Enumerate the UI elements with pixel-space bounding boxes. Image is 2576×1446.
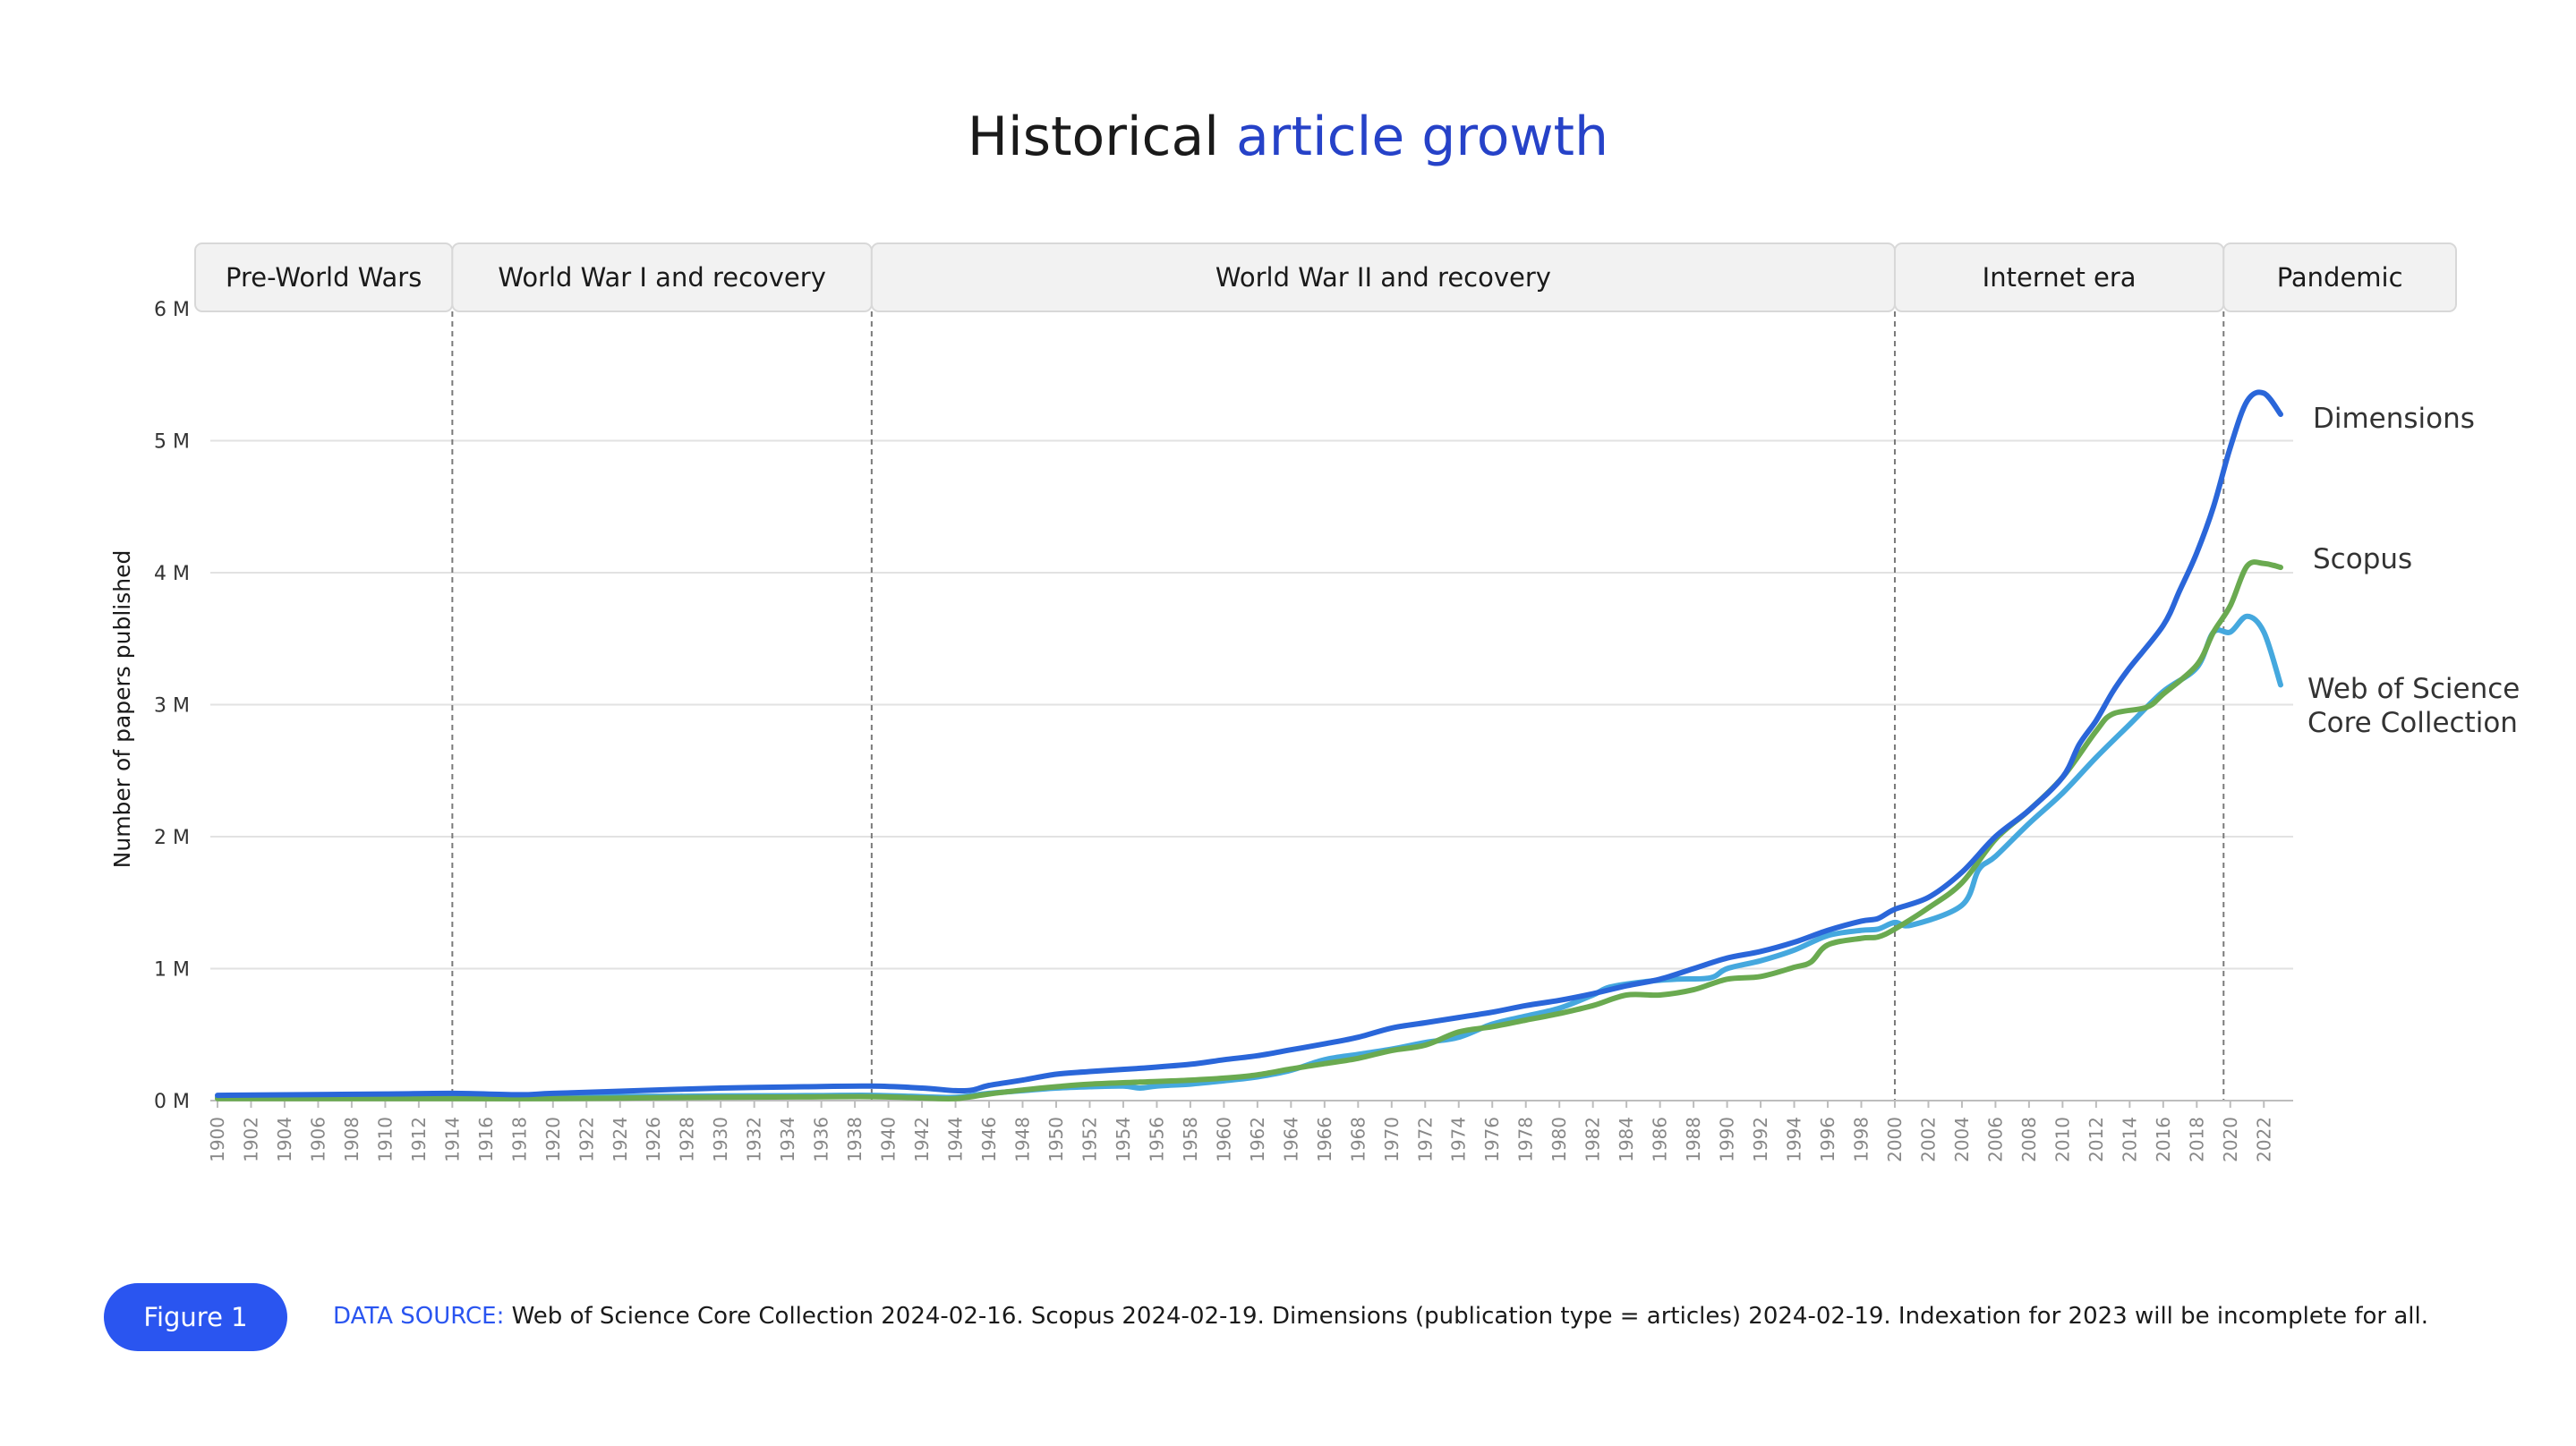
- x-tick-label: 1962: [1247, 1117, 1268, 1162]
- x-tick-label: 1988: [1683, 1117, 1704, 1162]
- chart-title-main: Historical: [967, 106, 1237, 168]
- x-tick-label: 1934: [777, 1117, 798, 1162]
- x-tick-label: 1956: [1146, 1117, 1167, 1162]
- era-label: Pre-World Wars: [226, 262, 422, 293]
- x-tick-label: 1948: [1012, 1117, 1034, 1162]
- x-tick-label: 1974: [1448, 1117, 1470, 1162]
- x-tick-label: 2004: [1951, 1117, 1973, 1162]
- x-tick-label: 1972: [1414, 1117, 1436, 1162]
- x-tick-label: 1936: [811, 1117, 832, 1162]
- x-tick-label: 1906: [307, 1117, 328, 1162]
- x-tick-label: 2000: [1884, 1117, 1906, 1162]
- x-tick-label: 1928: [677, 1117, 698, 1162]
- x-tick-label: 1908: [341, 1117, 363, 1162]
- y-tick-label: 1 M: [154, 959, 190, 982]
- x-tick-label: 2002: [1917, 1117, 1939, 1162]
- y-tick-label: 3 M: [154, 695, 190, 718]
- chart-title: Historical article growth: [0, 106, 2576, 168]
- x-tick-label: 1984: [1616, 1117, 1637, 1162]
- series-line-web-of-science-core-collection: [215, 613, 2283, 1101]
- x-tick-label: 1938: [844, 1117, 866, 1162]
- x-tick-label: 1924: [610, 1117, 631, 1162]
- data-source-key: DATA SOURCE:: [333, 1303, 505, 1330]
- series-labels: Dimensions Scopus Web of Science Core Colle…: [2307, 403, 2520, 739]
- y-tick-label: 0 M: [154, 1091, 190, 1113]
- series-label-dimensions: Dimensions: [2313, 403, 2475, 435]
- y-tick-label: 2 M: [154, 827, 190, 849]
- series-label-scopus: Scopus: [2313, 543, 2412, 575]
- x-tick-label: 1902: [240, 1117, 261, 1162]
- x-tick-label: 2016: [2153, 1117, 2174, 1162]
- grid-lines: [210, 439, 2293, 970]
- x-tick-label: 1994: [1784, 1117, 1805, 1162]
- x-tick-label: 1986: [1650, 1117, 1671, 1162]
- era-bands: Pre-World Wars World War I and recovery Wo…: [194, 242, 2458, 1101]
- x-tick-label: 1932: [744, 1117, 765, 1162]
- series-label-line: Scopus: [2313, 543, 2412, 575]
- x-tick-label: 1904: [274, 1117, 295, 1162]
- x-tick-label: 1912: [408, 1117, 430, 1162]
- series-label-line: Core Collection: [2307, 707, 2518, 739]
- x-tick-label: 1910: [374, 1117, 396, 1162]
- x-tick-label: 1918: [508, 1117, 530, 1162]
- x-tick-label: 1982: [1582, 1117, 1604, 1162]
- x-tick-label: 2014: [2119, 1117, 2140, 1162]
- x-tick-label: 1926: [643, 1117, 664, 1162]
- era-label: World War II and recovery: [1215, 262, 1551, 293]
- series-label-line: Dimensions: [2313, 403, 2475, 435]
- x-tick-label: 1916: [475, 1117, 497, 1162]
- x-tick-label: 1950: [1045, 1117, 1067, 1162]
- era-header: [2222, 242, 2458, 312]
- x-tick-label: 1944: [945, 1117, 967, 1162]
- y-tick-label: 6 M: [154, 299, 190, 321]
- y-tick-label: 5 M: [154, 431, 190, 454]
- x-tick-label: 1920: [542, 1117, 564, 1162]
- x-tick-label: 1992: [1750, 1117, 1771, 1162]
- data-source-note: DATA SOURCE: Web of Science Core Collect…: [333, 1303, 2428, 1330]
- x-tick-label: 2008: [2018, 1117, 2040, 1162]
- x-tick-label: 1970: [1381, 1117, 1403, 1162]
- x-tick-label: 1922: [576, 1117, 597, 1162]
- x-tick-label: 2020: [2220, 1117, 2241, 1162]
- series-label-web-of-science-core-collection: Web of Science Core Collection: [2307, 673, 2520, 739]
- x-tick-label: 1964: [1280, 1117, 1301, 1162]
- x-tick-label: 1958: [1180, 1117, 1201, 1162]
- x-tick-label: 1968: [1347, 1117, 1369, 1162]
- x-tick-label: 1954: [1113, 1117, 1134, 1162]
- x-tick-label: 1930: [710, 1117, 731, 1162]
- chart-title-accent: article growth: [1236, 106, 1609, 168]
- x-tick-label: 2022: [2253, 1117, 2274, 1162]
- data-source-text: Web of Science Core Collection 2024-02-1…: [504, 1303, 2428, 1330]
- figure-badge[interactable]: Figure 1: [104, 1283, 287, 1351]
- x-tick-label: 1998: [1851, 1117, 1872, 1162]
- x-tick-label: 1940: [878, 1117, 900, 1162]
- x-tick-label: 1914: [441, 1117, 463, 1162]
- x-tick-label: 2010: [2051, 1117, 2073, 1162]
- x-tick-label: 1960: [1213, 1117, 1234, 1162]
- series-label-line: Web of Science: [2307, 673, 2520, 705]
- era-label: World War I and recovery: [498, 262, 826, 293]
- x-tick-label: 1978: [1515, 1117, 1537, 1162]
- x-tick-label: 1942: [911, 1117, 933, 1162]
- series-lines: [215, 389, 2283, 1102]
- series-line-dimensions: [215, 389, 2283, 1099]
- x-tick-label: 1980: [1548, 1117, 1570, 1162]
- x-tick-label: 1990: [1717, 1117, 1738, 1162]
- series-line-scopus: [215, 559, 2283, 1102]
- y-axis-label: Number of papers published: [109, 550, 135, 869]
- y-tick-label: 4 M: [154, 563, 190, 585]
- x-tick-label: 1900: [207, 1117, 228, 1162]
- axes: 0 M 1 M 2 M 3 M 4 M 5 M 6 M Number of papers pu…: [109, 299, 2293, 1162]
- era-label: Internet era: [1983, 262, 2137, 293]
- x-tick-label: 1952: [1079, 1117, 1100, 1162]
- x-tick-label: 2012: [2086, 1117, 2107, 1162]
- era-label: Pandemic: [2277, 262, 2403, 293]
- x-tick-label: 1946: [978, 1117, 1000, 1162]
- x-tick-label: 1996: [1817, 1117, 1838, 1162]
- x-tick-label: 1976: [1481, 1117, 1503, 1162]
- x-tick-label: 2018: [2186, 1117, 2207, 1162]
- x-tick-label: 2006: [1984, 1117, 2006, 1162]
- x-tick-label: 1966: [1314, 1117, 1335, 1162]
